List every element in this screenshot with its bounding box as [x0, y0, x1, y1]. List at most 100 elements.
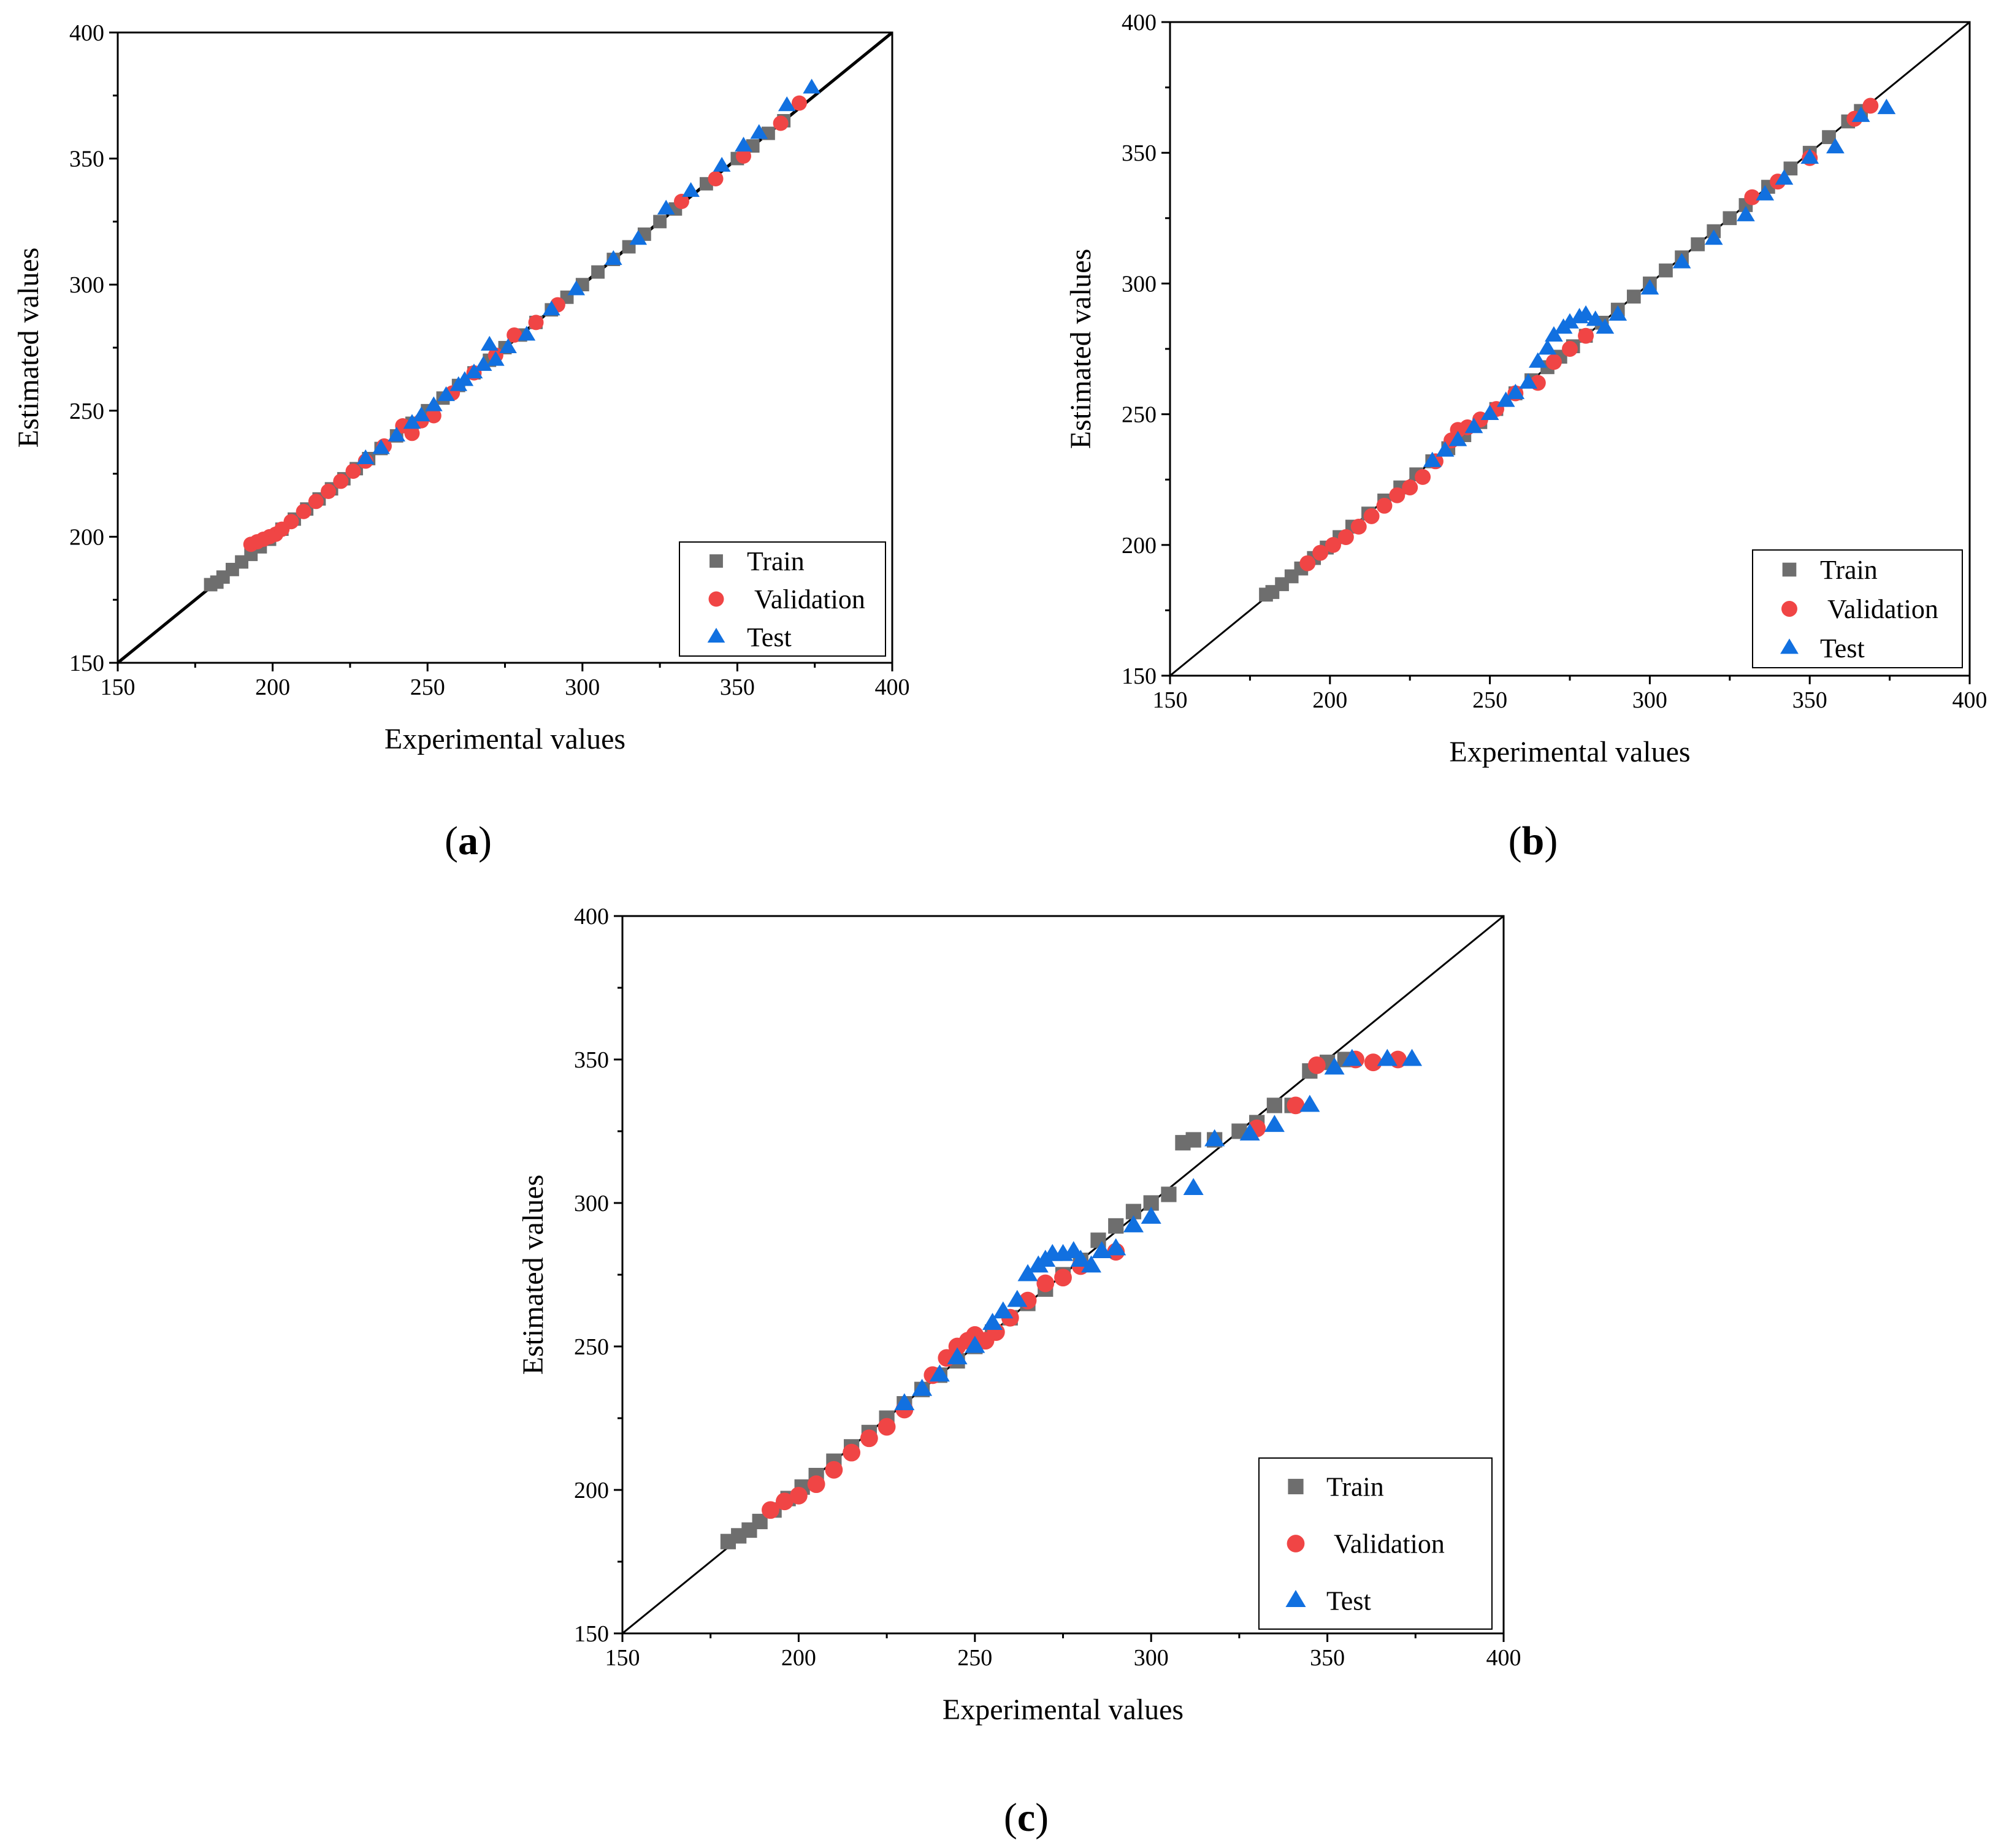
test-point [1402, 1048, 1423, 1066]
panel-b-legend: Train Validation Test [1752, 549, 1963, 668]
test-point [713, 156, 731, 172]
validation-point [1862, 97, 1879, 114]
y-tick-label: 250 [1122, 402, 1157, 428]
panel-b-y-axis-title: Estimated values [1065, 249, 1097, 449]
validation-point [528, 315, 544, 330]
test-point [982, 1313, 1003, 1330]
x-tick-label: 250 [1472, 687, 1507, 713]
test-point [1141, 1207, 1161, 1224]
y-tick-label: 150 [69, 651, 104, 676]
validation-point [790, 1486, 808, 1505]
y-tick-label: 200 [574, 1478, 609, 1503]
panel-c-legend: Train Validation Test [1258, 1457, 1493, 1630]
panel-b-x-axis: 150 200 250 300 350 400 [1153, 676, 1987, 713]
test-point [1561, 313, 1579, 329]
panel-b-legend-validation-label: Validation [1827, 594, 1938, 624]
test-point [1538, 339, 1557, 355]
validation-point [1376, 497, 1393, 514]
test-point [1737, 205, 1755, 221]
test-point [1342, 1048, 1363, 1066]
x-tick-label: 400 [1486, 1645, 1521, 1671]
test-legend-marker [1780, 638, 1799, 654]
validation-point [308, 494, 324, 510]
validation-point [1578, 327, 1594, 344]
panel-c-plot-area [622, 916, 1504, 1633]
panel-c-y-axis: 150 200 250 300 350 400 [574, 904, 622, 1647]
train-point [1822, 130, 1836, 144]
test-legend-marker [707, 627, 725, 643]
x-tick-label: 350 [720, 674, 755, 700]
test-point [1528, 352, 1547, 368]
validation-point [296, 503, 312, 519]
panel-c-legend-train-marker [1288, 1478, 1304, 1495]
train-point [1185, 1132, 1201, 1148]
test-point [1577, 305, 1595, 321]
panel-a-legend-train-marker [709, 554, 723, 568]
validation-point [1036, 1274, 1055, 1292]
panel-b-plot-area [1170, 22, 1970, 676]
test-point [1506, 383, 1525, 399]
panel-a-x-axis-title: Experimental values [384, 723, 625, 755]
panel-b-caption-open: ( [1509, 819, 1522, 863]
x-tick-label: 250 [410, 674, 445, 700]
test-point [1519, 373, 1538, 389]
y-tick-label: 200 [69, 524, 104, 550]
panel-b-legend-train-label: Train [1820, 555, 1878, 585]
test-point [1586, 310, 1605, 326]
panel-c-legend-train-label: Train [1326, 1472, 1384, 1502]
test-point [388, 426, 406, 441]
y-tick-label: 150 [1122, 663, 1157, 689]
test-point [1264, 1115, 1285, 1132]
validation-point [333, 473, 349, 489]
panel-a-legend-validation-marker [708, 591, 724, 607]
train-point [1783, 161, 1798, 176]
test-point [947, 1347, 968, 1365]
test-point [604, 250, 622, 265]
y-tick-label: 400 [1122, 10, 1157, 36]
test-point [1608, 305, 1627, 321]
validation-point [1054, 1269, 1072, 1287]
test-point [456, 371, 474, 386]
train-point [653, 215, 667, 229]
x-tick-label: 400 [1952, 687, 1987, 713]
panel-c-legend-test-label: Test [1326, 1586, 1371, 1616]
x-tick-label: 400 [875, 674, 910, 700]
panel-a-legend-test-marker [707, 627, 725, 643]
validation-point [773, 115, 789, 131]
validation-point [1562, 341, 1578, 357]
panel-a-x-axis: 150 200 250 300 350 400 [101, 663, 910, 700]
test-point [682, 181, 700, 197]
test-point [1324, 1057, 1345, 1075]
panel-c-caption-close: ) [1035, 1795, 1049, 1840]
y-tick-label: 200 [1122, 533, 1157, 559]
validation-point [860, 1429, 878, 1448]
test-point [657, 199, 675, 215]
test-point [1239, 1123, 1260, 1141]
test-point [437, 386, 455, 402]
test-point [993, 1301, 1014, 1319]
validation-point [1325, 536, 1341, 553]
panel-c-caption-open: ( [1004, 1795, 1017, 1840]
panel-a-legend-test-label: Test [747, 622, 792, 652]
validation-point [825, 1460, 843, 1479]
validation-point [1287, 1096, 1305, 1115]
test-point [1017, 1264, 1038, 1281]
test-point [356, 449, 375, 464]
test-point [912, 1378, 933, 1396]
validation-point [1350, 518, 1367, 535]
panel-c-caption: (c) [1004, 1795, 1049, 1840]
panel-b-caption: (b) [1509, 819, 1558, 863]
validation-point [736, 148, 751, 164]
x-tick-label: 150 [101, 674, 136, 700]
test-point [542, 300, 560, 316]
y-tick-label: 400 [69, 20, 104, 46]
x-tick-label: 300 [565, 674, 600, 700]
validation-point [673, 194, 689, 209]
test-point [750, 124, 768, 139]
train-legend-marker [1782, 562, 1797, 577]
validation-point [1337, 529, 1354, 545]
validation-point [1402, 479, 1418, 495]
panel-c-legend-test-marker [1285, 1590, 1306, 1607]
panel-c-legend-validation-marker [1287, 1535, 1305, 1552]
test-point [1436, 441, 1455, 457]
